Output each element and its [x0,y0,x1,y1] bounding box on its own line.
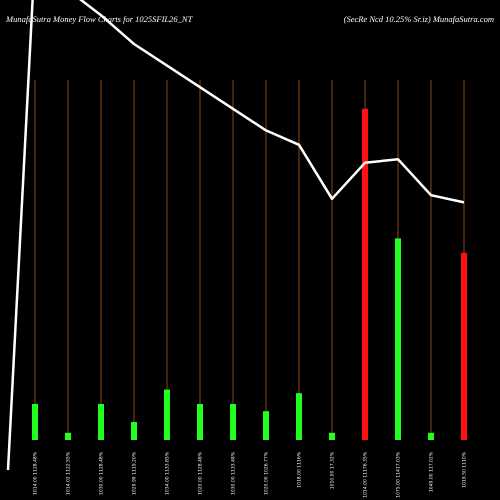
bars [32,108,467,441]
bar [263,411,269,440]
bar [296,393,302,440]
x-tick-label: 1020.00 1026.77% [264,451,270,495]
x-tick-label: 1019.50 1110% [462,451,468,487]
bar [197,404,203,440]
x-tick-label: 1014.00 1128.48% [33,451,39,495]
x-tick-label: 1034.00 1133.85% [165,451,171,495]
x-tick-label: 1049.00 117.02% [429,451,435,492]
x-tick-label: 1030.00 1128.48% [99,451,105,495]
bar [395,238,401,440]
x-tick-label: 1020.00 1128.48% [198,451,204,495]
x-tick-labels: 1014.00 1128.48% 1014.02 1122.55% 1030.00 … [33,451,468,498]
x-tick-label: 1075.00 11417.03% [396,451,402,498]
bar [32,404,38,440]
bar [230,404,236,440]
bar [329,432,335,440]
bar [428,432,434,440]
bar [164,389,170,440]
x-tick-label: 1014.00 11176.35% [363,451,369,498]
x-tick-label: 1030.00 1133.48% [231,451,237,495]
price-line-group [6,0,465,471]
bar [131,422,137,440]
bar [362,108,368,441]
bar [461,252,467,440]
x-tick-label: 1018.00 1116% [297,451,303,487]
x-tick-label: 1010.00 17.32% [330,451,336,489]
x-tick-label: 1014.02 1122.55% [66,451,72,495]
bar [98,404,104,440]
chart-subtitle-site: (SecRe Ncd 10.25% Sr.iz) MunafaSutra.com [344,14,494,24]
x-tick-label: 1029.99 1119.20% [132,451,138,495]
chart-title: MunafaSutra Money Flow Charts for 1025SF… [5,14,194,24]
price-line [6,0,465,471]
bar [65,432,71,440]
